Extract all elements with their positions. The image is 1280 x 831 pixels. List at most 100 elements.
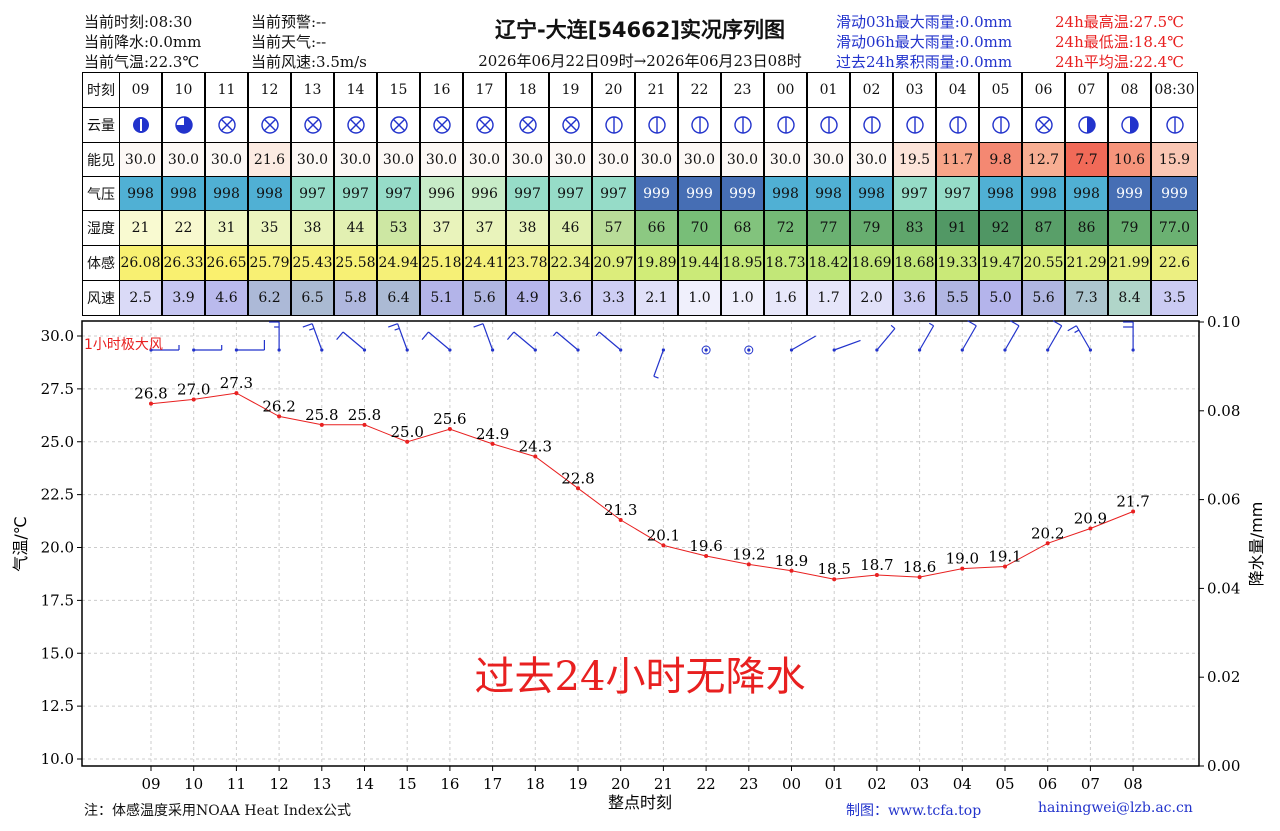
feels-cell: 25.79: [248, 245, 291, 281]
x-tick-label: 13: [312, 775, 331, 793]
humidity-cell: 35: [248, 210, 291, 246]
y-tick-label: 22.5: [41, 486, 74, 504]
wind_speed-cell: 5.5: [936, 280, 979, 316]
pressure-cell: 998: [1022, 176, 1065, 211]
temperature-label: 18.6: [903, 558, 936, 576]
wind-barb: [421, 331, 452, 352]
wind-barb-feather: [421, 331, 429, 341]
wind-barb-feather: [506, 331, 515, 341]
y2-axis-label: 降水量/mm: [1247, 502, 1266, 587]
pressure-cell: 998: [248, 176, 291, 211]
current-time: 当前时刻:08:30: [84, 13, 193, 31]
wind_speed-cell: 3.9: [162, 280, 205, 316]
wind-barb-feather: [336, 331, 344, 341]
pressure-cell: 997: [893, 176, 936, 211]
feels-cell: 26.33: [162, 245, 205, 281]
wind-barb: [336, 331, 367, 352]
wind-barb: [653, 348, 666, 379]
temperature-point: [618, 518, 623, 523]
pressure-cell: 996: [420, 176, 463, 211]
humidity-cell: 86: [1065, 210, 1108, 246]
temperature-point: [704, 553, 709, 558]
wind_speed-cell: 3.5: [1151, 280, 1198, 316]
current-precip: 当前降水:0.0mm: [84, 33, 202, 51]
pressure-cell: 998: [764, 176, 807, 211]
wind-barb-dot: [704, 348, 708, 352]
temperature-label: 26.2: [262, 397, 295, 415]
wind-barb: [1003, 320, 1020, 352]
wind_speed-cell: 5.6: [463, 280, 506, 316]
wind-barb-staff: [311, 323, 323, 351]
wind_speed-cell: 5.0: [979, 280, 1022, 316]
wind-barb: [701, 345, 711, 355]
visibility-cell: 30.0: [764, 142, 807, 177]
temperature-point: [960, 566, 965, 571]
wind_speed-cell: 4.9: [506, 280, 549, 316]
y-axis-label: 气温/℃: [11, 516, 30, 571]
wind-barb-half-feather: [552, 331, 558, 337]
temperature-point: [319, 422, 324, 427]
calm-circle: [701, 345, 711, 355]
humidity-cell: 91: [936, 210, 979, 246]
feels-cell: 18.69: [850, 245, 893, 281]
pressure-cell: 998: [205, 176, 248, 211]
wind-barb: [789, 335, 817, 352]
visibility-cell: 30.0: [592, 142, 635, 177]
temperature-label: 21.3: [604, 501, 637, 519]
x-tick-label: 11: [227, 775, 246, 793]
temperature-label: 25.0: [390, 423, 423, 441]
temperature-point: [576, 486, 580, 491]
visibility-cell: 30.0: [678, 142, 721, 177]
wind_speed-cell: 3.3: [592, 280, 635, 316]
x-tick-label: 00: [782, 775, 801, 793]
humidity-cell: 21: [119, 210, 162, 246]
wind_speed-cell: 2.0: [850, 280, 893, 316]
feels-cell: 26.08: [119, 245, 162, 281]
pressure-cell: 998: [807, 176, 850, 211]
temperature-point: [874, 572, 879, 577]
temperature-point: [917, 575, 922, 580]
feels-cell: 24.41: [463, 245, 506, 281]
humidity-cell: 70: [678, 210, 721, 246]
wind-barb-feather: [1052, 320, 1062, 327]
wind_speed-cell: 1.7: [807, 280, 850, 316]
pressure-cell: 999: [1151, 176, 1198, 211]
temperature-label: 25.8: [348, 406, 381, 424]
temperature-label: 20.1: [647, 526, 680, 544]
credit-link[interactable]: 制图：www.tcfa.top: [846, 803, 982, 819]
y2-axis: 0.00 0.02 0.04 0.06 0.08 0.10: [1199, 313, 1240, 775]
feels-cell: 22.34: [549, 245, 592, 281]
visibility-cell: 30.0: [420, 142, 463, 177]
temperature-label: 27.3: [220, 374, 253, 392]
x-tick-label: 08: [1124, 775, 1143, 793]
pressure-cell: 997: [377, 176, 420, 211]
temperature-label: 19.2: [732, 545, 765, 563]
pressure-cell: 998: [850, 176, 893, 211]
humidity-cell: 72: [764, 210, 807, 246]
wind_speed-cell: 6.5: [291, 280, 334, 316]
wind-barb: [1067, 325, 1092, 352]
x-axis-label: 整点时刻: [608, 793, 672, 812]
footnote: 注：体感温度采用NOAA Heat Index公式: [84, 803, 352, 819]
temperature-point: [277, 414, 282, 419]
temperature-label: 20.2: [1031, 524, 1064, 542]
wind-barb-half-feather: [394, 327, 400, 331]
wind-barb-staff: [428, 331, 451, 351]
email-link[interactable]: hainingwei@lzb.ac.cn: [1038, 800, 1193, 816]
wind-barb-feather: [473, 323, 484, 328]
feels-cell: 18.73: [764, 245, 807, 281]
wind-barb-staff: [342, 331, 365, 351]
pressure-cell: 999: [635, 176, 678, 211]
wind-barb-staff: [1004, 325, 1020, 351]
temperature-point: [1003, 564, 1007, 569]
temp-avg: 24h平均温:22.4℃: [1055, 53, 1184, 71]
visibility-cell: 30.0: [721, 142, 764, 177]
feels-cell: 20.55: [1022, 245, 1065, 281]
visibility-cell: 7.7: [1065, 142, 1108, 177]
pressure-cell: 998: [1065, 176, 1108, 211]
wind-barb-half-feather: [1074, 329, 1080, 334]
wind_speed-cell: 4.6: [205, 280, 248, 316]
pressure-cell: 998: [119, 176, 162, 211]
wind-barb: [832, 339, 861, 352]
